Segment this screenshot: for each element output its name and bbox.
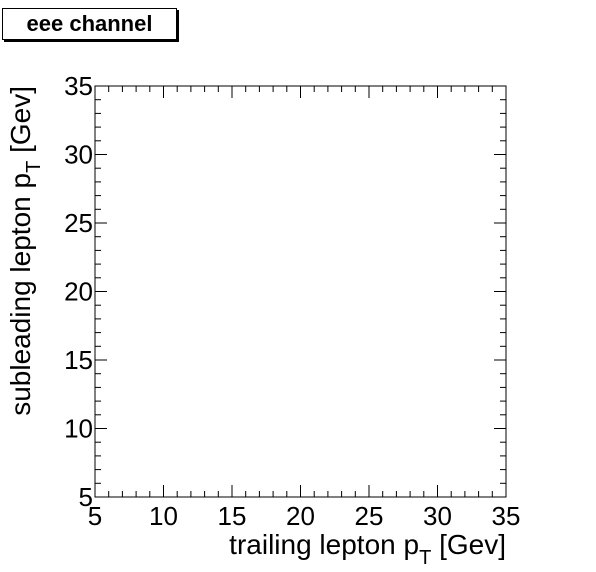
x-tick-label: 20 (286, 501, 315, 531)
x-tick-label: 25 (355, 501, 384, 531)
x-axis-label: trailing lepton pT [Gev] (229, 529, 506, 569)
x-axis-label-unit: [Gev] (431, 529, 506, 560)
y-tick-label: 30 (64, 140, 93, 170)
x-axis-label-main: trailing lepton p (229, 529, 419, 560)
y-axis-label-subscript: T (23, 161, 45, 173)
x-tick-label: 5 (88, 501, 102, 531)
x-tick-label: 15 (218, 501, 247, 531)
y-tick-label: 5 (79, 482, 93, 512)
x-axis-label-subscript: T (419, 547, 431, 569)
x-major-ticks (94, 86, 507, 497)
y-tick-label: 25 (64, 208, 93, 238)
x-tick-label: 35 (492, 501, 521, 531)
y-axis-label-main: subleading lepton p (5, 173, 36, 416)
y-major-ticks (95, 85, 506, 498)
x-tick-labels: 5 10 15 20 25 30 35 (88, 501, 521, 531)
plot-frame (94, 85, 507, 498)
y-minor-ticks (95, 99, 506, 484)
chart-title-box: eee channel (2, 8, 177, 40)
y-axis-label-unit: [Gev] (5, 86, 36, 161)
x-tick-label: 10 (149, 501, 178, 531)
y-tick-label: 35 (64, 71, 93, 101)
x-minor-ticks (108, 86, 493, 497)
chart-title: eee channel (26, 11, 153, 36)
y-tick-label: 20 (64, 277, 93, 307)
y-axis-label: subleading lepton pT [Gev] (5, 86, 45, 416)
y-tick-label: 15 (64, 345, 93, 375)
x-tick-label: 30 (423, 501, 452, 531)
y-tick-labels: 5 10 15 20 25 30 35 (64, 71, 93, 512)
y-tick-label: 10 (64, 414, 93, 444)
